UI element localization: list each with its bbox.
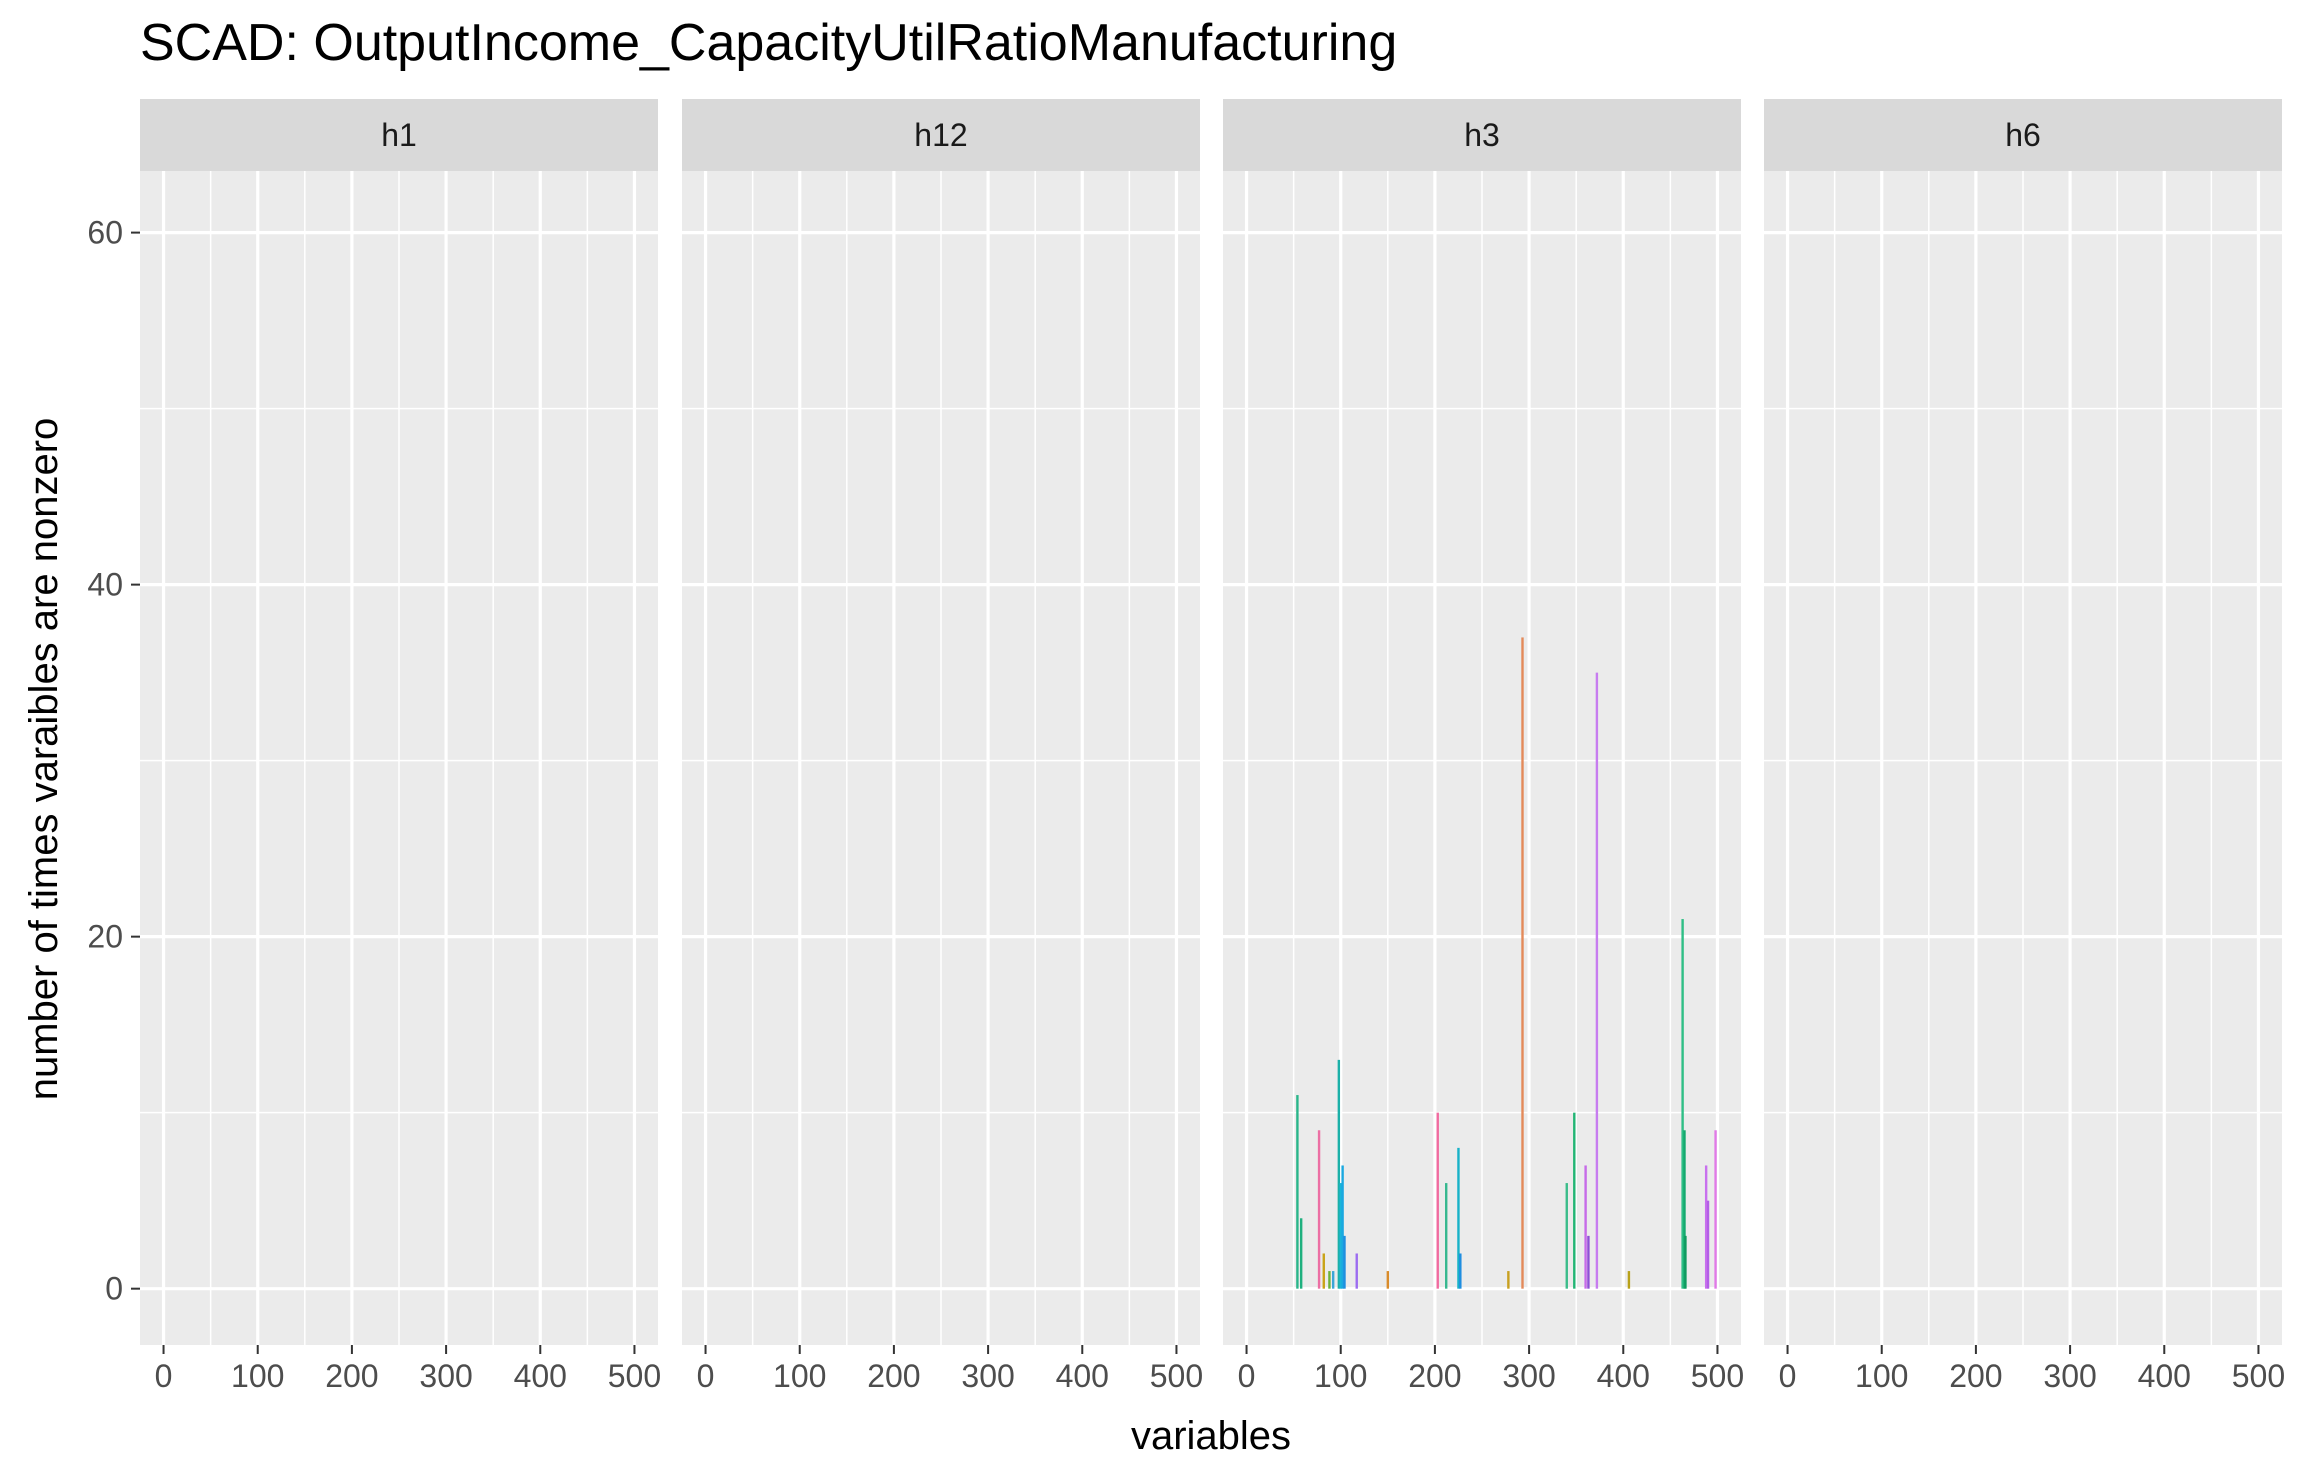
x-tick-label: 400 [1597,1358,1650,1394]
y-tick-label: 0 [105,1271,123,1307]
chart-title: SCAD: OutputIncome_CapacityUtilRatioManu… [140,14,1397,72]
bar [1704,1165,1708,1289]
x-tick-label: 400 [2138,1358,2191,1394]
x-tick-label: 200 [1949,1358,2002,1394]
bar [1627,1271,1631,1289]
x-tick-label: 100 [1855,1358,1908,1394]
bar [1296,1095,1299,1289]
facet-strip-label: h1 [381,117,417,153]
x-tick-label: 200 [867,1358,920,1394]
bar [1595,672,1599,1289]
facet-strip [1764,99,2282,171]
bar [1355,1253,1358,1289]
bar [1322,1253,1325,1289]
facet-strip [1223,99,1741,171]
x-tick-label: 0 [1238,1358,1256,1394]
bar [1573,1112,1576,1289]
bar [1507,1271,1510,1289]
bar [1681,919,1684,1289]
bar [1299,1218,1303,1289]
bar [1706,1200,1710,1289]
x-tick-label: 0 [155,1358,173,1394]
bar [1457,1147,1460,1289]
x-tick-label: 400 [1056,1358,1109,1394]
x-tick-label: 500 [2232,1358,2285,1394]
facet-panel-h3: h3 0 100 200 300 400 500 [1223,99,1744,1394]
bar [1341,1165,1344,1289]
bar [1317,1130,1321,1289]
x-tick-label: 500 [1150,1358,1203,1394]
facet-panel-h6: h6 0 100 200 300 400 500 [1764,99,2285,1394]
x-tick-label: 200 [325,1358,378,1394]
x-axis-title: variables [1131,1414,1291,1458]
facet-strip-label: h3 [1464,117,1500,153]
x-tick-label: 100 [1314,1358,1367,1394]
y-axis: 0 20 40 60 [87,215,140,1307]
facet-panel-h12: h12 0 100 200 300 400 500 [682,99,1203,1394]
bar [1683,1130,1686,1289]
bar [1331,1271,1335,1289]
y-tick-label: 60 [87,215,123,251]
y-axis-title: number of times varaibles are nonzero [22,418,66,1101]
bar [1587,1235,1590,1289]
bar [1436,1112,1439,1289]
x-tick-label: 300 [961,1358,1014,1394]
x-tick-label: 300 [2043,1358,2096,1394]
x-tick-label: 100 [231,1358,284,1394]
facet-panel-h1: h1 0 100 200 300 400 500 [140,99,661,1394]
x-tick-label: 0 [1779,1358,1797,1394]
y-tick-label: 20 [87,919,123,955]
x-tick-label: 100 [773,1358,826,1394]
x-tick-label: 500 [608,1358,661,1394]
facet-strip-label: h12 [914,117,967,153]
facet-strip [140,99,658,171]
x-tick-label: 300 [1502,1358,1555,1394]
bar [1343,1235,1346,1289]
x-tick-label: 400 [514,1358,567,1394]
bar [1584,1165,1587,1289]
bar [1459,1253,1462,1289]
facet-strip [682,99,1200,171]
bar [1565,1183,1568,1289]
x-tick-label: 200 [1408,1358,1461,1394]
facet-panels: h1 0 100 200 300 400 500 h12 0 100 200 300 400 500 h3 0… [140,99,2285,1394]
bar [1714,1130,1717,1289]
bar [1445,1183,1448,1289]
bar [1328,1271,1331,1289]
x-tick-label: 0 [697,1358,715,1394]
bar [1386,1271,1390,1289]
bar [1339,1183,1342,1289]
bar [1684,1235,1687,1289]
bar [1337,1059,1341,1289]
facet-strip-label: h6 [2005,117,2041,153]
y-tick-label: 40 [87,567,123,603]
x-tick-label: 500 [1691,1358,1744,1394]
bar [1521,637,1524,1289]
x-tick-label: 300 [419,1358,472,1394]
